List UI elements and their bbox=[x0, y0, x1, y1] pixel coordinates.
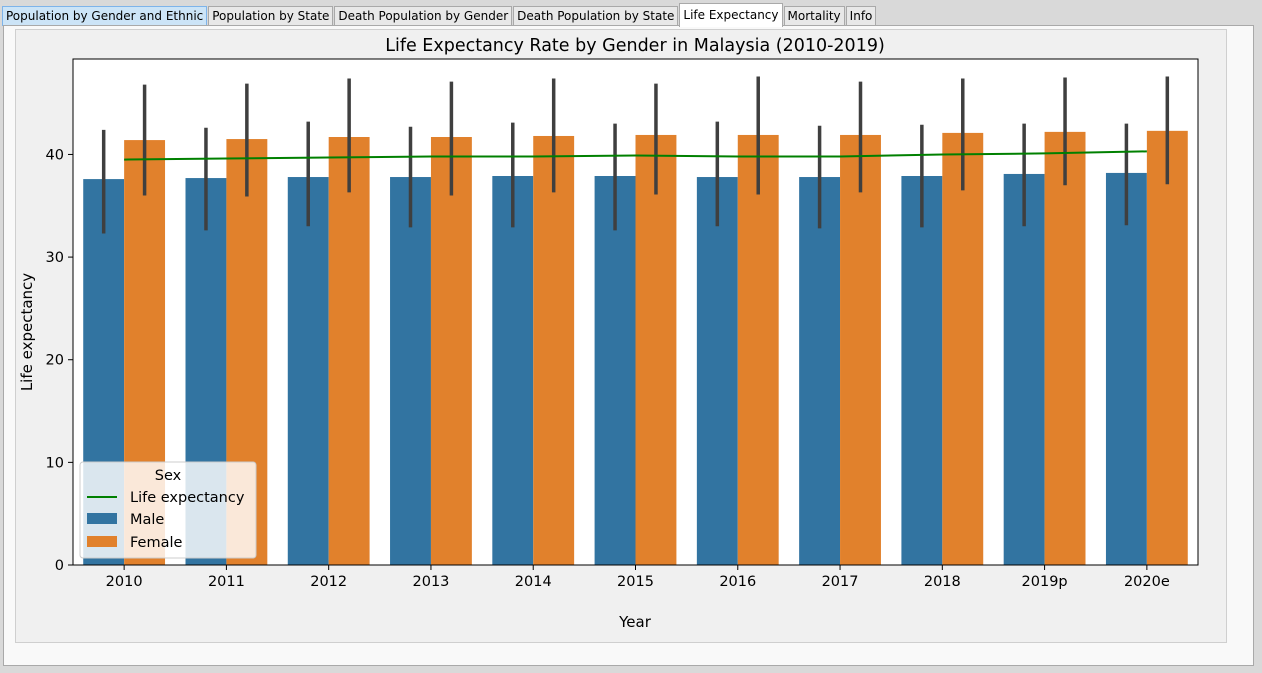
legend-label-life-expectancy: Life expectancy bbox=[130, 490, 245, 506]
bar-female-2012 bbox=[328, 137, 370, 565]
legend-label-male: Male bbox=[130, 512, 164, 528]
x-tick-label: 2012 bbox=[310, 574, 347, 590]
x-tick-label: 2020e bbox=[1124, 574, 1170, 590]
tab-life-expectancy[interactable]: Life Expectancy bbox=[679, 3, 783, 27]
y-tick-label: 20 bbox=[46, 353, 64, 369]
bar-female-2016 bbox=[737, 134, 779, 565]
bar-female-2017 bbox=[840, 134, 881, 565]
bar-male-2015 bbox=[594, 176, 636, 565]
tab-info[interactable]: Info bbox=[845, 6, 877, 26]
x-tick-label: 2018 bbox=[924, 574, 961, 590]
y-axis-label: Life expectancy bbox=[18, 273, 36, 391]
x-tick-label: 2011 bbox=[208, 574, 245, 590]
y-tick-label: 0 bbox=[55, 558, 64, 574]
bar-male-2012 bbox=[287, 177, 329, 565]
tab-death-population-by-state[interactable]: Death Population by State bbox=[513, 6, 679, 26]
x-tick-label: 2014 bbox=[515, 574, 552, 590]
bar-female-2013 bbox=[430, 137, 472, 565]
x-tick-label: 2017 bbox=[822, 574, 859, 590]
legend-swatch-female bbox=[87, 536, 117, 547]
bar-male-2016 bbox=[696, 177, 738, 565]
life-expectancy-chart: Life Expectancy Rate by Gender in Malays… bbox=[18, 36, 1199, 631]
chart-title: Life Expectancy Rate by Gender in Malays… bbox=[385, 36, 885, 56]
y-tick-label: 40 bbox=[46, 147, 64, 163]
bar-male-2017 bbox=[799, 177, 841, 565]
bar-male-2018 bbox=[901, 176, 943, 565]
x-tick-label: 2013 bbox=[413, 574, 450, 590]
bar-male-2013 bbox=[390, 177, 431, 565]
legend-title: Sex bbox=[155, 468, 182, 484]
tab-death-population-by-gender[interactable]: Death Population by Gender bbox=[334, 6, 513, 26]
bar-male-2014 bbox=[492, 176, 534, 565]
x-tick-label: 2015 bbox=[617, 574, 654, 590]
figure-canvas: Life Expectancy Rate by Gender in Malays… bbox=[15, 29, 1227, 643]
life-expectancy-line bbox=[124, 150, 1147, 161]
bar-female-2020e bbox=[1146, 130, 1188, 566]
y-tick-label: 30 bbox=[46, 250, 64, 266]
legend-box bbox=[79, 461, 257, 559]
tab-mortality[interactable]: Mortality bbox=[783, 6, 845, 26]
x-tick-label: 2019p bbox=[1022, 574, 1068, 590]
tab-population-by-gender-and-ethnic[interactable]: Population by Gender and Ethnic bbox=[2, 6, 208, 26]
bar-female-2019p bbox=[1044, 131, 1086, 566]
legend-swatch-male bbox=[87, 513, 117, 524]
legend-label-female: Female bbox=[130, 535, 183, 551]
tab-content-panel: Life Expectancy Rate by Gender in Malays… bbox=[3, 25, 1254, 666]
bar-male-2020e bbox=[1105, 172, 1147, 565]
x-tick-label: 2016 bbox=[719, 574, 756, 590]
bar-female-2015 bbox=[635, 134, 677, 565]
legend: Sex Life expectancy Male Female bbox=[79, 461, 257, 559]
x-tick-label: 2010 bbox=[106, 574, 143, 590]
y-tick-label: 10 bbox=[46, 455, 64, 471]
tab-bar: Population by Gender and Ethnic Populati… bbox=[2, 3, 877, 27]
bar-female-2014 bbox=[533, 135, 575, 565]
bar-female-2018 bbox=[942, 132, 984, 565]
bar-male-2019p bbox=[1003, 173, 1045, 565]
tab-population-by-state[interactable]: Population by State bbox=[208, 6, 334, 26]
x-axis-label: Year bbox=[618, 613, 652, 631]
